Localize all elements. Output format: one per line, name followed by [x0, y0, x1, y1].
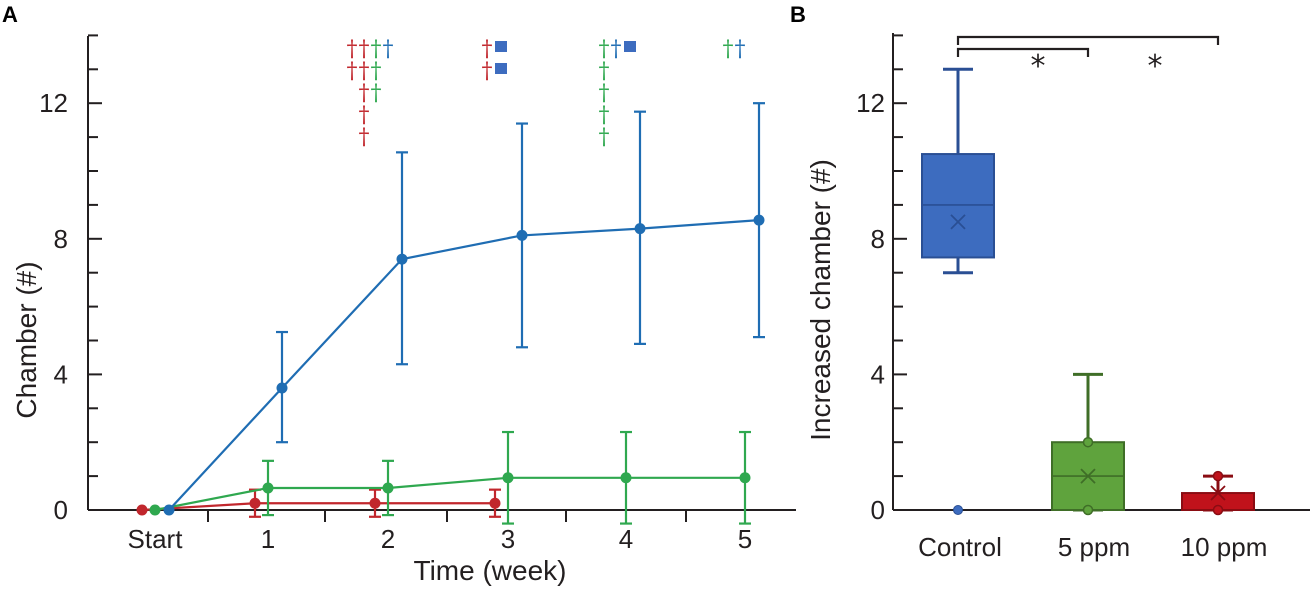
chart-a-annotations: ††††††††††† †††††††† † † — [347, 37, 746, 150]
chart-a-y-tick-label: 8 — [54, 224, 68, 254]
chart-b-box — [921, 153, 995, 259]
chart-b-y-tick-label: 4 — [871, 359, 885, 389]
chart-a-data-point — [396, 253, 408, 265]
chart-b-data-point — [1212, 470, 1224, 482]
chart-b-data-point — [1212, 504, 1224, 516]
chart-a-annotation-dagger: † — [359, 37, 370, 62]
chart-a-annotation-dagger: † — [371, 81, 382, 106]
chart-a-annotation-dagger: † — [359, 81, 370, 106]
chart-b-x-tick-label: Control — [918, 532, 1002, 562]
chart-a-annotation-dagger: † — [599, 81, 610, 106]
chart-b-y-tick-label: 8 — [871, 224, 885, 254]
chart-a-x-tick-label: 5 — [738, 524, 752, 554]
chart-a-annotation-dagger: † — [347, 59, 358, 84]
chart-a-data-point — [149, 504, 161, 516]
chart-a-x-tick-label: Start — [128, 524, 184, 554]
chart-a-y-axis-title: Chamber (#) — [11, 261, 42, 418]
chart-a-x-axis-title: Time (week) — [414, 555, 567, 586]
chart-a-series-line — [168, 219, 760, 511]
chart-a-annotation-dagger: † — [723, 37, 734, 62]
chart-a-data-point — [262, 482, 274, 494]
chart-b-x-tick-label: 5 ppm — [1058, 532, 1130, 562]
chart-a-annotation-dagger: † — [611, 37, 622, 62]
chart-a-annotation-dagger: † — [482, 59, 493, 84]
chart-b-outlier — [953, 505, 963, 515]
chart-b-significance: * * — [956, 35, 1220, 84]
chart-a-y-tick-label: 4 — [54, 359, 68, 389]
chart-a-annotation-dagger: † — [482, 37, 493, 62]
chart-a-data-point — [753, 214, 765, 226]
chart-a-annotation-dagger: † — [371, 59, 382, 84]
chart-b-significance-bracket — [956, 47, 1090, 57]
chart-a-annotation-dagger: † — [599, 103, 610, 128]
chart-b-significance-bracket — [956, 35, 1220, 45]
chart-a-annotation-block — [624, 41, 636, 52]
chart-a-annotation-dagger: † — [371, 37, 382, 62]
chart-b-x-tick-label: 10 ppm — [1181, 532, 1268, 562]
chart-b-y-tick-label: 0 — [871, 495, 885, 525]
chart-a-y-tick-label: 0 — [54, 495, 68, 525]
chart-b-y-axis-title: Increased chamber (#) — [805, 159, 836, 441]
chart-a-x-tick-label: 4 — [619, 524, 633, 554]
chart-a-annotation-dagger: † — [599, 37, 610, 62]
chart-a-y-tick-label: 12 — [39, 88, 68, 118]
chart-b-boxes — [921, 67, 1255, 516]
chart-a-annotation-dagger: † — [347, 37, 358, 62]
chart-a-annotation-dagger: † — [383, 37, 394, 62]
chart-a-annotation-block — [495, 63, 507, 74]
chart-a-series-line — [154, 476, 745, 512]
chart-a-data-point — [634, 223, 646, 235]
chart-a-data-point — [369, 497, 381, 509]
chart-a-data-point — [489, 497, 501, 509]
chart-a-x-tick-label: 3 — [501, 524, 515, 554]
chart-a-data-point — [276, 382, 288, 394]
chart-a-annotation-dagger: † — [735, 37, 746, 62]
chart-b-mean-marker — [1080, 468, 1096, 484]
chart-a-series — [136, 102, 765, 525]
chart-a-data-point — [163, 504, 175, 516]
chart-a-data-point — [382, 482, 394, 494]
chart-b-data-point — [1082, 436, 1094, 448]
chart-b-mean-marker — [950, 214, 966, 230]
chart-a-data-point — [620, 472, 632, 484]
chart-a-annotation-dagger: † — [359, 59, 370, 84]
chart-b-significance-star: * — [1148, 49, 1163, 84]
panel-label-a: A — [2, 2, 18, 27]
chart-a-x-tick-label: 1 — [261, 524, 275, 554]
chart-a-annotation-dagger: † — [359, 125, 370, 150]
chart-a-data-point — [516, 229, 528, 241]
chart-b-mean-marker — [1210, 485, 1226, 501]
panel-label-b: B — [790, 2, 806, 27]
chart-b-significance-star: * — [1031, 49, 1046, 84]
chart-b-axes: 0 4 8 12 Control 5 ppm 10 ppm — [856, 33, 1310, 562]
chart-a-data-point — [739, 472, 751, 484]
chart-a-data-point — [502, 472, 514, 484]
chart-a-annotation-block — [495, 41, 507, 52]
chart-a-annotation-dagger: † — [599, 59, 610, 84]
chart-b-data-point — [1082, 504, 1094, 516]
chart-a-data-point — [136, 504, 148, 516]
chart-a-x-tick-label: 2 — [381, 524, 395, 554]
chart-a-series-line — [141, 502, 495, 512]
chart-a-annotation-dagger: † — [359, 103, 370, 128]
chart-a-data-point — [249, 497, 261, 509]
chart-a-annotation-dagger: † — [599, 125, 610, 150]
chart-b-y-tick-label: 12 — [856, 88, 885, 118]
